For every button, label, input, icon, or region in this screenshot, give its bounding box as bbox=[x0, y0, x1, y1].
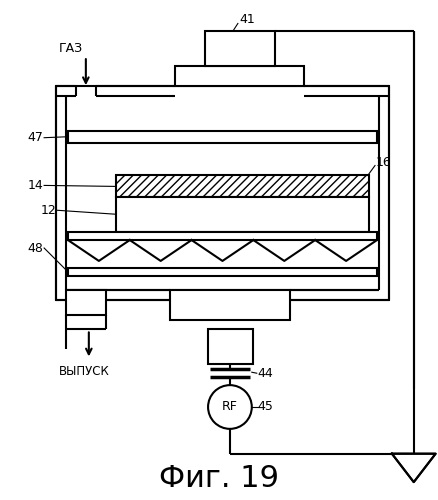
Bar bbox=[208, 330, 253, 364]
Bar bbox=[56, 86, 389, 300]
Text: 41: 41 bbox=[240, 13, 256, 26]
Text: ГАЗ: ГАЗ bbox=[59, 42, 83, 55]
Bar bbox=[205, 32, 275, 66]
Bar bbox=[170, 290, 290, 320]
Polygon shape bbox=[392, 454, 436, 482]
Bar bbox=[68, 232, 377, 240]
Text: 48: 48 bbox=[27, 242, 43, 254]
Text: 14: 14 bbox=[27, 179, 43, 192]
Bar bbox=[68, 268, 377, 276]
Text: RF: RF bbox=[222, 400, 238, 413]
Text: 45: 45 bbox=[258, 400, 274, 413]
Text: ВЫПУСК: ВЫПУСК bbox=[59, 364, 109, 378]
Text: 47: 47 bbox=[27, 131, 43, 144]
Text: 12: 12 bbox=[40, 204, 56, 217]
Bar bbox=[116, 198, 369, 232]
Bar bbox=[175, 66, 304, 86]
Text: 44: 44 bbox=[258, 366, 273, 380]
Bar bbox=[68, 131, 377, 142]
Text: Фиг. 19: Фиг. 19 bbox=[159, 464, 279, 493]
Bar bbox=[116, 176, 369, 198]
Bar bbox=[66, 290, 106, 314]
Text: 16: 16 bbox=[376, 156, 392, 169]
